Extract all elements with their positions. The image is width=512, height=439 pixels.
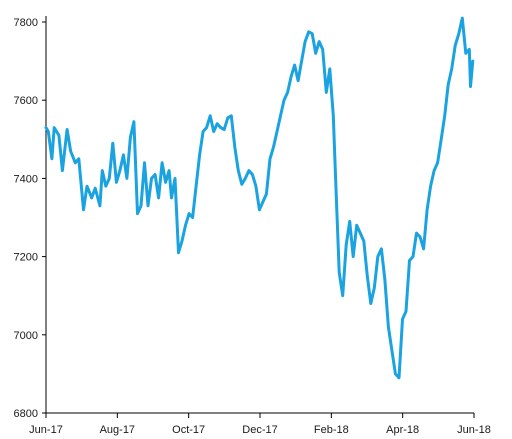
- y-tick-label: 7800: [14, 17, 38, 29]
- x-axis: Jun-17 Aug-17 Oct-17 Dec-17 Feb-18 Apr-18 Jun-…: [29, 412, 491, 436]
- y-axis: 6800 7000 7200 7400 7600 7800: [14, 16, 47, 420]
- x-tick-label: Dec-17: [242, 424, 277, 436]
- x-tick-label: Apr-18: [386, 424, 419, 436]
- y-tick-label: 6800: [14, 408, 38, 420]
- x-tick-label: Aug-17: [100, 424, 135, 436]
- y-tick-label: 7000: [14, 330, 38, 342]
- x-tick-label: Jun-18: [457, 424, 491, 436]
- series-line: [44, 16, 475, 380]
- x-tick-label: Jun-17: [29, 424, 63, 436]
- y-tick-label: 7400: [14, 173, 38, 185]
- x-tick-label: Feb-18: [314, 424, 349, 436]
- series-group: [44, 16, 475, 380]
- x-tick-label: Oct-17: [172, 424, 205, 436]
- y-tick-label: 7600: [14, 95, 38, 107]
- y-tick-label: 7200: [14, 252, 38, 264]
